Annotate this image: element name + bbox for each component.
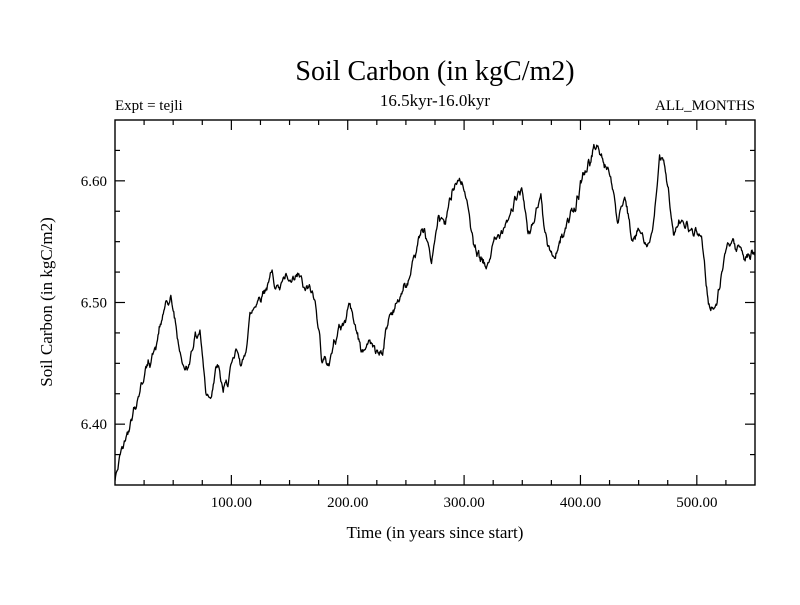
y-axis-label: Soil Carbon (in kgC/m2) (37, 217, 56, 387)
x-tick-label: 200.00 (327, 495, 368, 511)
y-tick-label: 6.60 (81, 174, 107, 190)
series-layer (115, 143, 755, 481)
x-tick-label: 300.00 (443, 495, 484, 511)
page-title: Soil Carbon (in kgC/m2) (295, 56, 574, 87)
plot-frame (114, 119, 756, 486)
experiment-label: Expt = tejli (115, 98, 183, 114)
data-line (115, 143, 755, 481)
x-tick-label: 500.00 (676, 495, 717, 511)
x-axis-label: Time (in years since start) (347, 523, 524, 542)
x-tick-label: 100.00 (211, 495, 252, 511)
months-label: ALL_MONTHS (655, 98, 755, 114)
axis-ticks: 100.00 200.00 300.00 400.00 500.00 6.40 6.50 6.… (81, 120, 755, 511)
x-tick-label: 400.00 (560, 495, 601, 511)
y-tick-label: 6.40 (81, 417, 107, 433)
chart-subtitle: 16.5kyr-16.0kyr (380, 91, 490, 110)
y-tick-label: 6.50 (81, 296, 107, 312)
